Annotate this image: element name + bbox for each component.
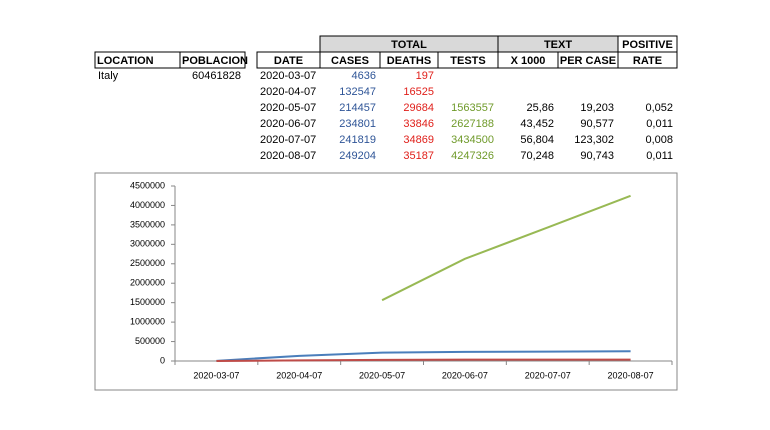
group-header: POSITIVE [622,39,673,51]
x-tick-label: 2020-04-07 [276,370,322,380]
date-cell: 2020-04-07 [260,86,316,98]
value-cell: 0,008 [645,134,673,146]
column-header: CASES [331,55,369,67]
y-tick-label: 1000000 [130,316,165,326]
y-tick-label: 2500000 [130,258,165,268]
date-cell: 2020-05-07 [260,102,316,114]
location: Italy [98,70,119,82]
x-tick-label: 2020-08-07 [608,370,654,380]
value-cell: 214457 [339,102,376,114]
series-line [216,358,631,362]
group-header: TOTAL [391,39,427,51]
value-cell: 0,011 [646,150,673,162]
value-cell: 90,743 [580,150,614,162]
population: 60461828 [192,70,241,82]
value-cell: 16525 [403,86,434,98]
value-cell: 25,86 [526,102,554,114]
y-tick-label: 4500000 [130,180,165,190]
column-header: X 1000 [511,55,546,67]
chart-frame [94,172,678,391]
value-cell: 19,203 [580,102,614,114]
value-cell: 0,052 [645,102,673,114]
column-header: LOCATION [97,55,154,67]
value-cell: 2627188 [451,118,494,130]
y-tick-label: 2000000 [130,278,165,288]
value-cell: 34869 [403,134,434,146]
value-cell: 56,804 [520,134,554,146]
x-tick-label: 2020-05-07 [359,370,405,380]
y-tick-label: 500000 [135,336,165,346]
value-cell: 35187 [403,150,434,162]
date-cell: 2020-03-07 [260,70,316,82]
column-header: DATE [274,55,303,67]
header-cell [179,51,246,69]
value-cell: 241819 [339,134,376,146]
x-tick-label: 2020-06-07 [442,370,488,380]
y-tick-label: 3500000 [130,219,165,229]
y-tick-label: 3000000 [130,239,165,249]
y-tick-label: 0 [160,355,165,365]
date-cell: 2020-06-07 [260,118,316,130]
column-header: PER CASE [560,55,616,67]
value-cell: 33846 [403,118,434,130]
value-cell: 4247326 [451,150,494,162]
series-line [381,194,631,302]
value-cell: 1563557 [451,102,494,114]
value-cell: 90,577 [580,118,614,130]
x-tick-label: 2020-07-07 [525,370,571,380]
series-line [216,350,631,362]
group-header: TEXT [544,39,572,51]
column-header: RATE [633,55,662,67]
value-cell: 0,011 [646,118,673,130]
column-header: DEATHS [387,55,431,67]
date-cell: 2020-08-07 [260,150,316,162]
value-cell: 70,248 [520,150,554,162]
x-tick-label: 2020-03-07 [193,370,239,380]
y-tick-label: 4000000 [130,200,165,210]
value-cell: 234801 [339,118,376,130]
value-cell: 4636 [352,70,376,82]
value-cell: 123,302 [574,134,614,146]
column-header: POBLACION [182,55,248,67]
date-cell: 2020-07-07 [260,134,316,146]
value-cell: 29684 [403,102,434,114]
value-cell: 43,452 [520,118,554,130]
value-cell: 197 [416,70,434,82]
value-cell: 132547 [339,86,376,98]
column-header: TESTS [450,55,485,67]
header-cell [617,51,678,69]
value-cell: 249204 [339,150,376,162]
value-cell: 3434500 [451,134,494,146]
y-tick-label: 1500000 [130,297,165,307]
